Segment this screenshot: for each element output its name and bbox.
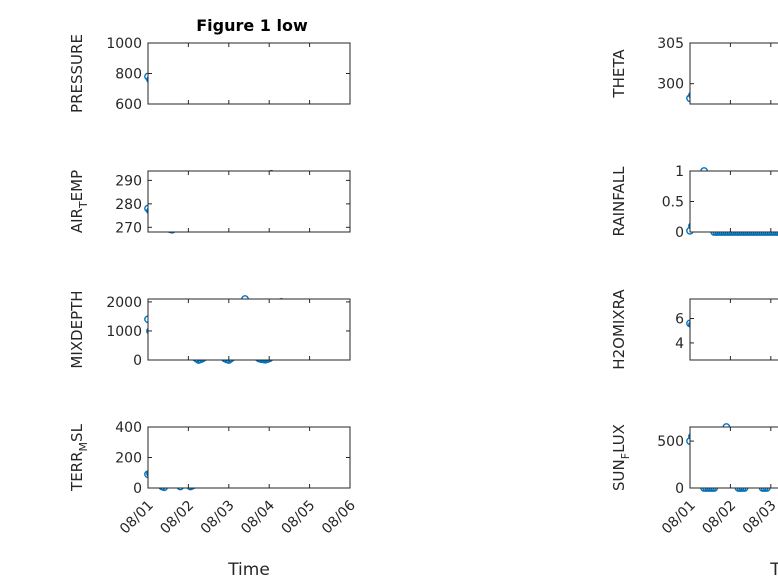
y-tick-label: 305 bbox=[657, 36, 684, 52]
y-tick-label: 800 bbox=[115, 67, 142, 83]
axes-box bbox=[689, 298, 778, 361]
axes-box bbox=[147, 426, 351, 489]
y-tick-label: 270 bbox=[115, 220, 142, 236]
x-tick-label: 08/03 bbox=[740, 498, 778, 538]
y-axis-label: H2OMIXRA bbox=[610, 289, 628, 370]
y-tick-label: 1 bbox=[675, 164, 684, 180]
axes-box bbox=[689, 170, 778, 233]
y-axis-label: PRESSURE bbox=[68, 34, 86, 113]
x-axis-label: Time bbox=[227, 560, 270, 580]
panel-h2omixra: 4 6 H2OMIXRA bbox=[610, 289, 778, 370]
y-tick-label: 0 bbox=[675, 481, 684, 497]
y-axis-label: RAINFALL bbox=[610, 166, 628, 237]
panel-rainfall: 0 0.5 1 RAINFALL bbox=[610, 164, 778, 241]
panel-mixdepth: 0 1000 2000 MIXDEPTH bbox=[68, 290, 351, 369]
y-tick-label: 0 bbox=[133, 353, 142, 369]
y-tick-label: 290 bbox=[115, 173, 142, 189]
axes-box bbox=[689, 42, 778, 105]
axes-box bbox=[147, 42, 351, 105]
axes-box bbox=[147, 298, 351, 361]
y-axis-label: SUNFLUX bbox=[610, 424, 632, 491]
panel-air-temp: 270 280 290 AIRTEMP bbox=[68, 170, 351, 236]
y-tick-label: 0.5 bbox=[662, 195, 684, 211]
x-tick-label: 08/01 bbox=[659, 498, 699, 538]
panel-sun-flux: 050008/0108/0208/0308/0408/0508/06SUNFLU… bbox=[610, 423, 778, 580]
axes-box bbox=[689, 426, 778, 489]
y-tick-label: 1000 bbox=[106, 36, 142, 52]
y-axis-label: THETA bbox=[610, 49, 628, 99]
x-axis-label: Time bbox=[769, 560, 778, 580]
y-tick-label: 6 bbox=[675, 312, 684, 328]
x-tick-label: 08/05 bbox=[279, 498, 319, 538]
y-tick-label: 500 bbox=[657, 434, 684, 450]
y-tick-label: 200 bbox=[115, 451, 142, 467]
x-tick-label: 08/06 bbox=[319, 497, 359, 537]
y-axis-label: TERRMSL bbox=[68, 423, 90, 492]
x-tick-label: 08/03 bbox=[198, 498, 238, 538]
y-tick-label: 0 bbox=[133, 481, 142, 497]
y-axis-label: MIXDEPTH bbox=[68, 290, 86, 368]
y-tick-label: 1000 bbox=[106, 324, 142, 340]
y-tick-label: 2000 bbox=[106, 295, 142, 311]
axes-box bbox=[147, 170, 351, 233]
panel-pressure: 600 800 1000 PRESSURE bbox=[68, 34, 351, 113]
y-tick-label: 4 bbox=[675, 336, 684, 352]
y-tick-label: 280 bbox=[115, 197, 142, 213]
y-tick-label: 600 bbox=[115, 97, 142, 113]
x-tick-label: 08/01 bbox=[117, 498, 157, 538]
y-tick-label: 400 bbox=[115, 420, 142, 436]
x-tick-label: 08/02 bbox=[699, 498, 739, 538]
panel-theta: 300 305 THETA bbox=[610, 36, 778, 105]
panel-terr-msl: 0 200 400 08/01 08/02 08/03 08/04 08/05 08/06 TER… bbox=[68, 420, 359, 580]
y-tick-label: 0 bbox=[675, 225, 684, 241]
y-tick-label: 300 bbox=[657, 77, 684, 93]
figure-title: Figure 1 low bbox=[196, 16, 308, 35]
x-tick-label: 08/04 bbox=[238, 497, 278, 537]
y-axis-label: AIRTEMP bbox=[68, 170, 90, 233]
x-tick-label: 08/02 bbox=[157, 498, 197, 538]
